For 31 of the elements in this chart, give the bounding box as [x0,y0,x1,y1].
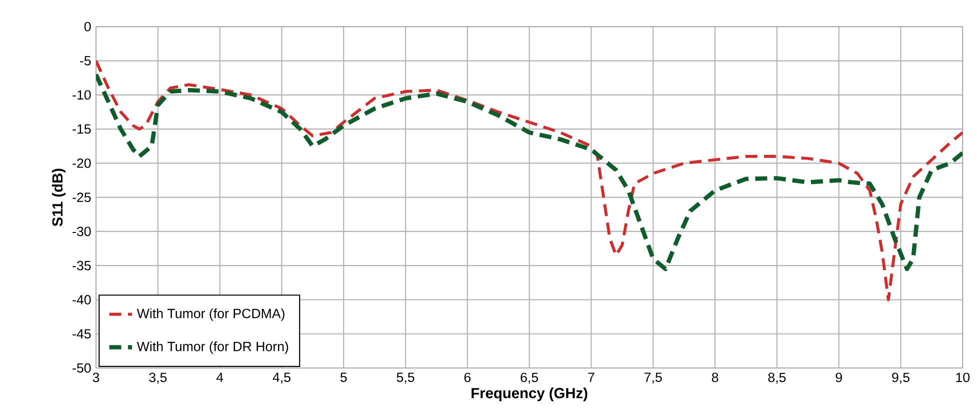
x-axis-title: Frequency (GHz) [472,388,588,402]
x-tick-label: 4,5 [272,372,290,384]
x-tick-label: 5,5 [396,372,414,384]
y-tick-label: -5 [80,56,91,66]
y-tick-label: -40 [72,295,91,304]
y-tick-label: -35 [72,260,91,270]
x-tick-label: 4 [216,372,224,382]
y-tick-label: -25 [72,192,91,202]
y-tick-label: -30 [72,226,91,236]
y-tick-label: -45 [72,329,91,338]
x-tick-label: 10 [956,372,970,382]
x-tick-label: 5 [340,372,347,382]
legend-label: With Tumor (for DR Horn) [136,341,288,354]
y-tick-label: -20 [72,158,91,168]
line-series [96,72,963,272]
y-tick-label: -10 [72,90,91,100]
x-tick-label: 3 [92,372,100,382]
x-tick-label: 9 [836,372,842,382]
x-tick-label: 3,5 [149,372,167,384]
x-tick-label: 8,5 [768,372,786,384]
y-tick-label: -15 [72,124,91,134]
y-tick-label: 0 [84,22,91,32]
legend-label: With Tumor (for PCDMA) [136,308,284,321]
x-tick-label: 6 [464,372,471,382]
x-tick-label: 7 [588,372,594,382]
y-tick-label: -50 [72,363,91,373]
x-tick-label: 7,5 [644,372,662,384]
y-axis-title: S11 (dB) [52,168,66,226]
x-tick-label: 9,5 [892,372,910,384]
x-tick-label: 6,5 [520,372,538,384]
x-tick-label: 8 [712,372,718,382]
